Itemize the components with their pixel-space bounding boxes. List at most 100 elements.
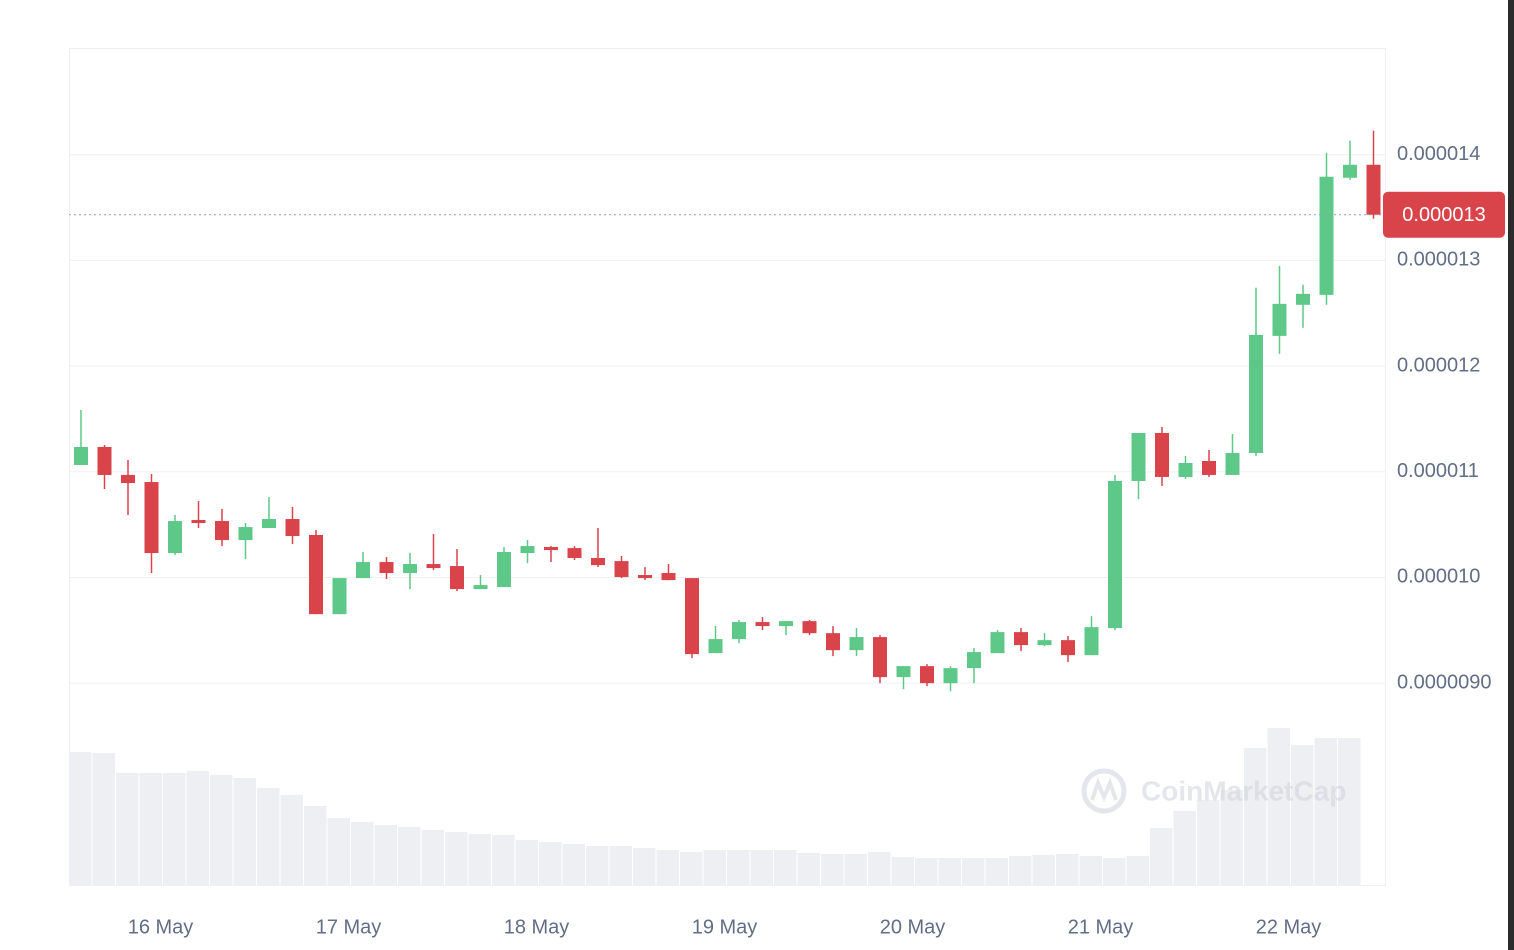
candle-body bbox=[426, 564, 441, 569]
candle-body bbox=[1131, 432, 1146, 481]
candle-body bbox=[708, 639, 723, 654]
y-tick-label: 0.0000090 bbox=[1397, 671, 1492, 693]
candle-body bbox=[990, 632, 1005, 654]
watermark: CoinMarketCap bbox=[1081, 768, 1346, 814]
volume-bar bbox=[962, 858, 985, 885]
volume-bar bbox=[1150, 828, 1173, 885]
volume-bar bbox=[1103, 858, 1126, 885]
candle-body bbox=[1014, 632, 1028, 646]
volume-bar bbox=[1291, 745, 1314, 885]
y-tick-label: 0.000010 bbox=[1397, 566, 1480, 588]
volume-bar bbox=[1173, 811, 1196, 885]
watermark-logo-mark bbox=[1090, 777, 1118, 803]
candle-body bbox=[74, 446, 88, 466]
candle-body bbox=[1366, 164, 1381, 215]
candle-body bbox=[520, 546, 535, 554]
volume-bar bbox=[1079, 856, 1102, 885]
volume-bar bbox=[868, 852, 891, 885]
candle-body bbox=[1155, 432, 1169, 477]
candle-body bbox=[168, 521, 182, 554]
volume-bar bbox=[844, 854, 867, 885]
candle-body bbox=[732, 622, 746, 640]
volume-bar bbox=[1197, 800, 1220, 885]
volume-bar bbox=[1056, 854, 1079, 885]
window-edge bbox=[1508, 0, 1514, 950]
candle-body bbox=[356, 562, 370, 579]
candle-body bbox=[473, 585, 488, 590]
volume-bar bbox=[680, 852, 703, 885]
volume-bar bbox=[797, 853, 820, 885]
candle-body bbox=[1202, 461, 1216, 475]
volume-bar bbox=[821, 854, 844, 885]
volume-bar bbox=[1220, 790, 1243, 885]
candle-body bbox=[1343, 164, 1357, 178]
y-tick-label: 0.000011 bbox=[1397, 460, 1479, 482]
candle-body bbox=[591, 558, 605, 566]
volume-bar bbox=[703, 850, 726, 885]
plot-frame bbox=[69, 48, 1386, 886]
volume-bar bbox=[421, 830, 444, 885]
volume-bar bbox=[586, 846, 609, 885]
candle-body bbox=[755, 622, 770, 627]
volume-bar bbox=[656, 850, 679, 885]
volume-bar bbox=[727, 850, 750, 885]
volume-bar bbox=[1314, 738, 1337, 885]
candle-body bbox=[685, 578, 699, 655]
candle-body bbox=[262, 519, 276, 529]
x-tick-label: 20 May bbox=[880, 916, 946, 938]
volume-bar bbox=[891, 857, 914, 885]
current-price-tag bbox=[1383, 191, 1505, 238]
volume-bar bbox=[139, 773, 162, 885]
y-tick-label: 0.000013 bbox=[1397, 249, 1480, 271]
volume-bar bbox=[562, 844, 585, 885]
candle-body bbox=[826, 633, 840, 651]
candle-body bbox=[403, 564, 417, 574]
candle-body bbox=[285, 519, 300, 537]
candle-body bbox=[1272, 303, 1287, 336]
volume-bar bbox=[210, 775, 233, 885]
candle-body bbox=[661, 573, 676, 581]
candle-body bbox=[802, 621, 817, 634]
x-tick-label: 19 May bbox=[692, 916, 758, 938]
volume-bar bbox=[163, 773, 186, 885]
candle-body bbox=[215, 521, 229, 541]
y-tick-label: 0.000012 bbox=[1397, 354, 1480, 376]
candle-body bbox=[332, 578, 347, 615]
volume-bar bbox=[1032, 855, 1055, 885]
candle-body bbox=[849, 637, 864, 651]
x-tick-label: 16 May bbox=[128, 916, 194, 938]
current-price-label: 0.000013 bbox=[1402, 204, 1485, 226]
volume-bar bbox=[1338, 738, 1361, 885]
volume-bar bbox=[1267, 728, 1290, 885]
candle-body bbox=[967, 652, 981, 669]
volume-bar bbox=[257, 788, 280, 885]
volume-bar bbox=[492, 835, 515, 885]
volume-bar bbox=[116, 773, 139, 885]
candle-body bbox=[1178, 463, 1193, 477]
candle-body bbox=[873, 637, 887, 678]
candle-body bbox=[943, 668, 958, 684]
candle-body bbox=[779, 621, 793, 627]
candle-body bbox=[121, 474, 135, 483]
watermark-text: CoinMarketCap bbox=[1141, 775, 1346, 806]
volume-bar bbox=[539, 842, 562, 885]
candle-body bbox=[567, 548, 582, 559]
volume-bar bbox=[186, 771, 209, 885]
x-tick-label: 17 May bbox=[316, 916, 382, 938]
volume-bar bbox=[351, 822, 374, 885]
y-tick-label: 0.000014 bbox=[1397, 143, 1480, 165]
volume-bar bbox=[233, 778, 256, 885]
candle-body bbox=[1319, 176, 1334, 295]
volume-bar bbox=[304, 806, 327, 885]
volume-bar bbox=[750, 850, 773, 885]
candle-body bbox=[614, 561, 629, 578]
volume-bar bbox=[374, 825, 397, 885]
candle-body bbox=[544, 547, 558, 551]
volume-bar bbox=[633, 848, 656, 885]
candle-body bbox=[450, 566, 464, 590]
x-tick-label: 22 May bbox=[1256, 916, 1322, 938]
volume-bar bbox=[1009, 856, 1032, 885]
candle-body bbox=[1296, 293, 1310, 305]
candle-body bbox=[97, 446, 112, 475]
